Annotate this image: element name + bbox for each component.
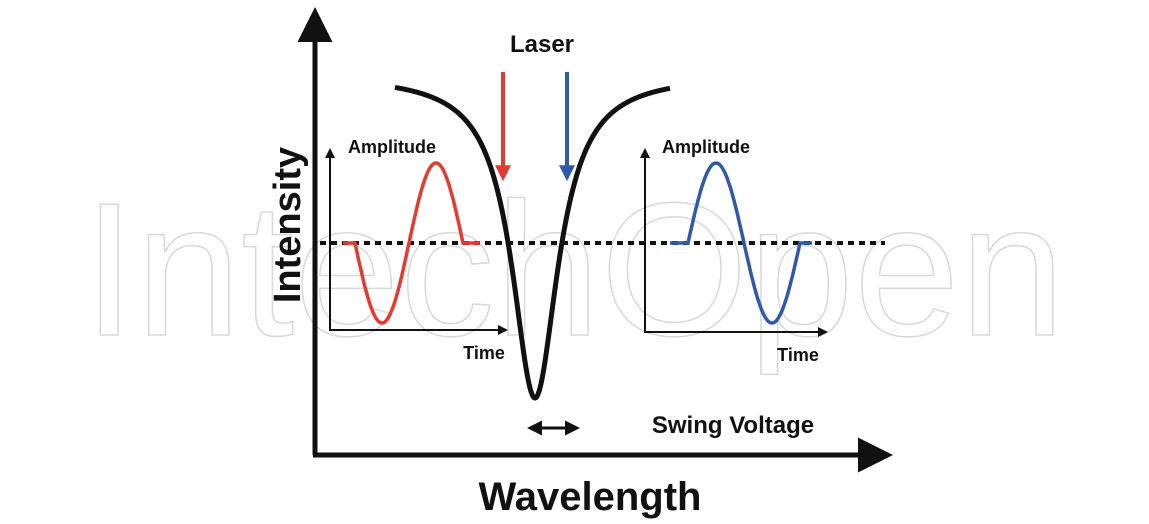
resonance-curve (394, 84, 671, 401)
laser-label: Laser (510, 31, 574, 58)
inset-x-label: Time (777, 345, 819, 365)
swing-label: Swing Voltage (652, 412, 814, 439)
inset-y-label: Amplitude (348, 137, 436, 157)
inset-y-label: Amplitude (662, 137, 750, 157)
blue-signal (670, 161, 812, 325)
y-axis-label: Intensity (267, 147, 309, 303)
watermark: IntechOpen (83, 164, 1065, 376)
red-signal (343, 161, 480, 325)
inset-x-label: Time (463, 343, 505, 363)
x-axis-label: Wavelength (479, 475, 702, 519)
